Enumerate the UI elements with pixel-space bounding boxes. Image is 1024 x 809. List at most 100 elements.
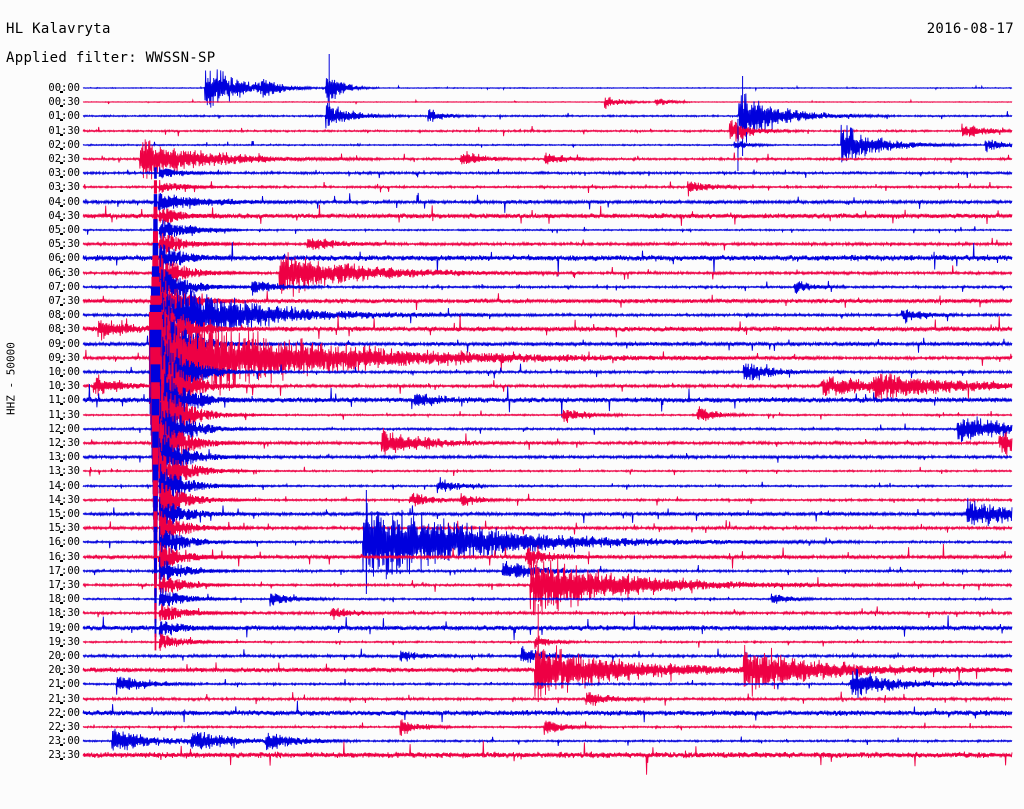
trace-time-label: 03:00: [48, 167, 80, 180]
axis-tick: [60, 460, 63, 463]
helicorder-plot: HL Kalavryta Applied filter: WWSSN-SP 20…: [0, 21, 1024, 776]
trace-time-label: 17:00: [48, 564, 80, 577]
axis-tick: [60, 545, 63, 548]
trace-row: 21:30: [0, 691, 1024, 713]
trace-row: 04:00: [0, 192, 1024, 216]
trace-time-label: 00:00: [48, 82, 80, 94]
trace-row: 03:30: [0, 180, 1024, 201]
station-name: HL Kalavryta: [6, 21, 111, 37]
trace-time-label: 23:30: [48, 749, 80, 762]
axis-tick: [60, 91, 63, 93]
trace-time-label: 18:00: [48, 593, 80, 606]
axis-tick: [60, 360, 63, 363]
trace-row: 20:00: [0, 646, 1024, 670]
trace-row: 02:30: [0, 139, 1024, 180]
trace-time-label: 16:00: [48, 536, 80, 549]
seismic-trace: [82, 133, 1013, 227]
trace-time-label: 02:30: [48, 153, 80, 165]
trace-time-label: 09:00: [48, 337, 80, 350]
trace-time-label: 20:00: [48, 650, 80, 662]
axis-tick: [60, 218, 63, 221]
axis-tick: [60, 659, 63, 661]
trace-row: 04:30: [0, 204, 1024, 230]
trace-row: 16:00: [0, 490, 1024, 595]
axis-tick: [60, 502, 63, 505]
trace-time-label: 22:00: [48, 706, 80, 719]
trace-row: 05:00: [0, 219, 1024, 244]
axis-tick: [60, 233, 63, 235]
axis-tick: [60, 162, 63, 164]
trace-time-label: 09:30: [48, 351, 80, 364]
seismic-trace: [82, 176, 1013, 270]
axis-tick: [60, 474, 63, 477]
axis-tick: [60, 147, 63, 150]
seismic-trace: [82, 602, 1013, 696]
record-date: 2016-08-17: [926, 21, 1014, 37]
trace-row: 19:00: [0, 614, 1024, 642]
trace-time-label: 08:00: [48, 309, 80, 322]
axis-tick: [60, 119, 63, 122]
trace-time-label: 04:30: [48, 209, 80, 222]
trace-time-label: 06:00: [48, 252, 80, 265]
trace-time-label: 19:00: [48, 621, 80, 634]
trace-time-label: 19:30: [48, 635, 80, 648]
axis-tick: [60, 488, 63, 491]
trace-time-label: 14:00: [48, 479, 80, 492]
axis-tick: [60, 758, 63, 761]
trace-time-label: 05:30: [48, 238, 80, 251]
axis-tick: [60, 715, 63, 718]
trace-row: 21:00: [0, 669, 1024, 699]
trace-time-label: 10:30: [48, 380, 80, 393]
axis-tick: [60, 431, 63, 434]
trace-row: 23:30: [0, 741, 1024, 776]
trace-time-label: 07:30: [48, 295, 80, 307]
trace-row: 17:30: [0, 555, 1024, 616]
trace-time-label: 12:30: [48, 437, 80, 449]
trace-time-label: 13:30: [48, 465, 80, 478]
trace-row: 19:30: [0, 603, 1024, 680]
seismic-trace: [82, 147, 1013, 241]
seismic-trace: [82, 545, 1013, 639]
trace-time-label: 01:30: [48, 124, 80, 137]
axis-tick: [60, 559, 63, 562]
axis-tick: [60, 730, 63, 732]
trace-time-label: 13:00: [48, 451, 80, 464]
trace-row: 18:30: [0, 603, 1024, 627]
trace-time-label: 10:00: [48, 366, 80, 378]
trace-row: 03:00: [0, 167, 1024, 187]
axis-tick: [60, 602, 63, 605]
trace-time-label: 18:30: [48, 607, 80, 620]
seismic-trace: [82, 573, 1013, 667]
seismic-trace: [82, 105, 1013, 199]
trace-time-label: 06:30: [48, 266, 80, 279]
trace-row: 00:30: [0, 97, 1024, 116]
seismic-trace: [82, 616, 1013, 710]
seismic-trace: [82, 119, 1013, 213]
trace-row: 22:30: [0, 719, 1024, 741]
axis-tick: [60, 446, 63, 448]
applied-filter-label: Applied filter: WWSSN-SP: [6, 50, 216, 66]
trace-row: 16:30: [0, 541, 1024, 572]
axis-tick: [60, 588, 63, 590]
trace-time-label: 11:30: [48, 408, 80, 421]
axis-tick: [60, 332, 63, 335]
axis-tick: [60, 204, 63, 207]
trace-time-label: 17:30: [48, 579, 80, 591]
axis-tick: [60, 190, 63, 193]
axis-tick: [60, 417, 63, 420]
trace-time-label: 15:00: [48, 508, 80, 520]
axis-tick: [60, 375, 63, 377]
seismic-trace: [82, 517, 1013, 611]
seismic-trace: [82, 62, 1013, 156]
axis-tick: [60, 247, 63, 250]
trace-time-label: 16:30: [48, 550, 80, 563]
axis-tick: [60, 275, 63, 278]
trace-area: 00:00 00:30 01:00 01:30 02:00 02:30 03:00 03:30…: [0, 54, 1024, 776]
trace-row: 02:00: [0, 118, 1024, 171]
trace-time-label: 11:00: [48, 394, 80, 407]
trace-row: 01:30: [0, 119, 1024, 145]
axis-tick: [60, 304, 63, 306]
axis-tick: [60, 673, 63, 676]
axis-tick: [60, 687, 63, 690]
seismic-trace: [82, 490, 1013, 596]
